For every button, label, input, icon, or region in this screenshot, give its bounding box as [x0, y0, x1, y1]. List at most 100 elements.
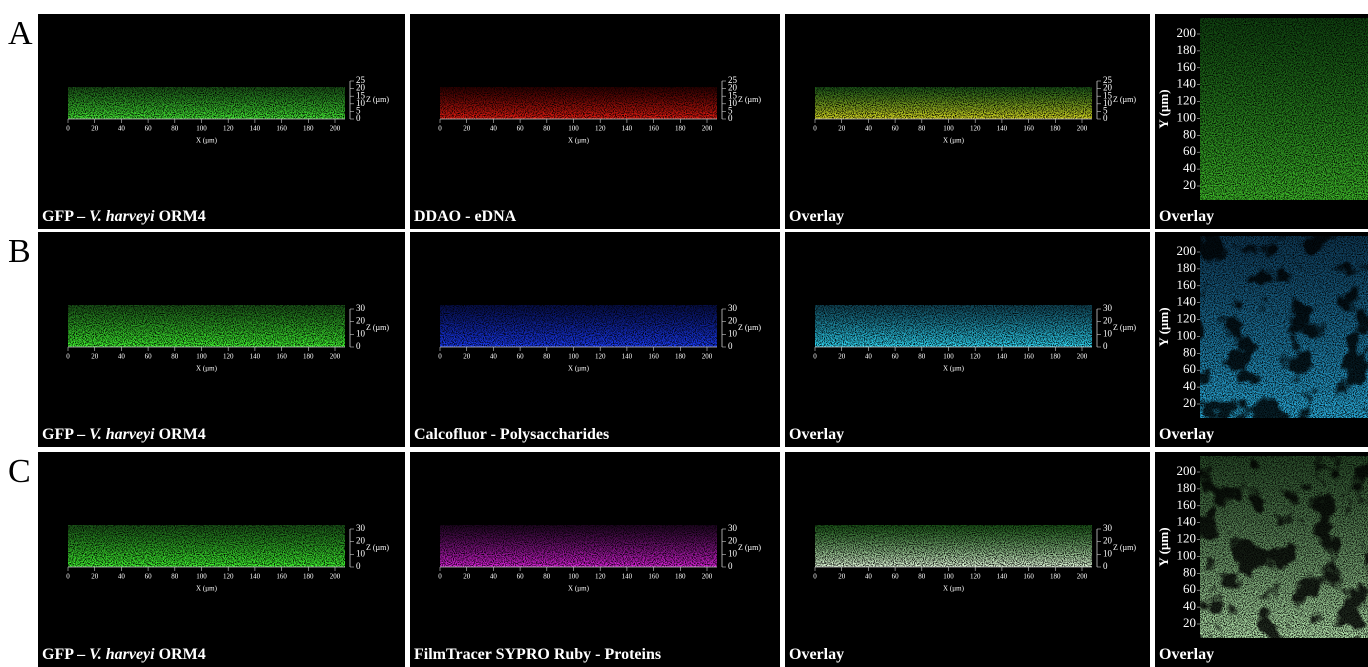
- caption-segment: Overlay: [789, 208, 844, 225]
- x-tick-label: 20: [463, 125, 471, 133]
- caption-segment: V. harveyi: [89, 208, 155, 225]
- z-axis-label: Z (µm): [366, 95, 389, 104]
- x-tick-label: 80: [918, 125, 926, 133]
- z-tick-label: 25: [1103, 75, 1113, 85]
- x-tick-label: 100: [196, 125, 207, 133]
- y-tick-label: 40: [1183, 160, 1196, 175]
- x-tick-label: 120: [223, 353, 234, 361]
- x-tick-label: 120: [595, 573, 606, 581]
- z-tick-label: 10: [1103, 98, 1113, 108]
- x-tick-label: 80: [543, 353, 551, 361]
- x-tick-label: 160: [1023, 125, 1034, 133]
- z-tick-label: 20: [728, 83, 738, 93]
- caption-segment: Overlay: [1159, 426, 1214, 443]
- z-tick-label: 0: [356, 341, 361, 351]
- y-tick-label: 180: [1177, 42, 1197, 57]
- caption-segment: ORM4: [155, 646, 206, 663]
- x-tick-label: 20: [838, 125, 846, 133]
- x-tick-label: 60: [892, 353, 900, 361]
- z-tick-label: 0: [356, 561, 361, 571]
- panel-caption: GFP – V. harveyi ORM4: [42, 426, 206, 443]
- biofilm-texture: [815, 305, 1092, 347]
- z-tick-label: 5: [1103, 105, 1108, 115]
- row-label: C: [8, 453, 31, 490]
- z-tick-label: 20: [728, 536, 738, 546]
- x-tick-label: 160: [648, 573, 659, 581]
- x-tick-label: 200: [702, 353, 713, 361]
- x-tick-label: 160: [1023, 353, 1034, 361]
- x-tick-label: 80: [171, 573, 179, 581]
- y-tick-label: 40: [1183, 598, 1196, 613]
- z-tick-label: 20: [356, 316, 366, 326]
- x-tick-label: 0: [813, 125, 817, 133]
- z-tick-label: 30: [356, 523, 366, 533]
- biofilm-texture: [68, 525, 345, 567]
- biofilm-voids: [1200, 456, 1368, 638]
- x-tick-label: 40: [865, 573, 873, 581]
- y-tick-label: 160: [1177, 497, 1197, 512]
- caption-segment: V. harveyi: [89, 426, 155, 443]
- panel-caption: Overlay: [789, 646, 844, 663]
- x-tick-label: 200: [330, 573, 341, 581]
- biofilm-texture: [68, 305, 345, 347]
- panel: 0 20 40 60 80 100 120 140 160 180 200 X (µm) 0 10 20 30…: [785, 232, 1150, 447]
- z-tick-label: 25: [356, 75, 366, 85]
- z-tick-label: 30: [356, 303, 366, 313]
- x-tick-label: 100: [568, 573, 579, 581]
- y-tick-label: 120: [1177, 93, 1197, 108]
- panel-caption: Overlay: [789, 426, 844, 443]
- x-tick-label: 60: [145, 573, 153, 581]
- caption-segment: ORM4: [155, 208, 206, 225]
- y-tick-label: 200: [1177, 463, 1197, 478]
- z-tick-label: 20: [356, 83, 366, 93]
- x-axis-label: X (µm): [568, 365, 590, 373]
- z-tick-label: 5: [356, 105, 361, 115]
- y-tick-label: 60: [1183, 143, 1196, 158]
- z-axis-label: Z (µm): [1113, 543, 1136, 552]
- y-tick-label: 120: [1177, 531, 1197, 546]
- x-tick-label: 0: [438, 353, 442, 361]
- x-tick-label: 200: [1077, 353, 1088, 361]
- row-label: B: [8, 233, 31, 270]
- row-label: A: [8, 15, 33, 52]
- x-tick-label: 200: [330, 353, 341, 361]
- x-tick-label: 160: [1023, 573, 1034, 581]
- x-tick-label: 180: [303, 353, 314, 361]
- x-tick-label: 0: [813, 573, 817, 581]
- y-axis-label: Y (µm): [1156, 89, 1171, 128]
- x-axis-label: X (µm): [943, 137, 965, 145]
- x-tick-label: 160: [276, 125, 287, 133]
- x-tick-label: 140: [250, 353, 261, 361]
- caption-segment: Calcofluor - Polysaccharides: [414, 426, 609, 443]
- x-tick-label: 80: [543, 125, 551, 133]
- z-axis-label: Z (µm): [1113, 95, 1136, 104]
- biofilm-texture: [815, 525, 1092, 567]
- biofilm-texture: [1200, 18, 1368, 200]
- x-axis-label: X (µm): [196, 137, 218, 145]
- z-tick-label: 30: [1103, 303, 1113, 313]
- x-tick-label: 200: [330, 125, 341, 133]
- x-tick-label: 20: [91, 125, 99, 133]
- y-tick-label: 60: [1183, 361, 1196, 376]
- x-tick-label: 20: [838, 353, 846, 361]
- z-tick-label: 0: [1103, 561, 1108, 571]
- x-tick-label: 40: [118, 353, 126, 361]
- x-tick-label: 120: [223, 573, 234, 581]
- panel-background: [785, 14, 1150, 229]
- x-tick-label: 100: [943, 353, 954, 361]
- caption-segment: Overlay: [1159, 208, 1214, 225]
- y-tick-label: 180: [1177, 480, 1197, 495]
- z-axis-label: Z (µm): [738, 323, 761, 332]
- z-tick-label: 0: [728, 561, 733, 571]
- x-tick-label: 60: [145, 353, 153, 361]
- x-tick-label: 160: [648, 125, 659, 133]
- panel-caption: Overlay: [1159, 426, 1214, 443]
- panel-caption: FilmTracer SYPRO Ruby - Proteins: [414, 646, 661, 663]
- x-tick-label: 180: [675, 573, 686, 581]
- z-tick-label: 10: [1103, 548, 1113, 558]
- x-tick-label: 140: [250, 573, 261, 581]
- x-tick-label: 160: [648, 353, 659, 361]
- z-tick-label: 25: [728, 75, 738, 85]
- panel-caption: GFP – V. harveyi ORM4: [42, 646, 206, 663]
- x-tick-label: 120: [970, 125, 981, 133]
